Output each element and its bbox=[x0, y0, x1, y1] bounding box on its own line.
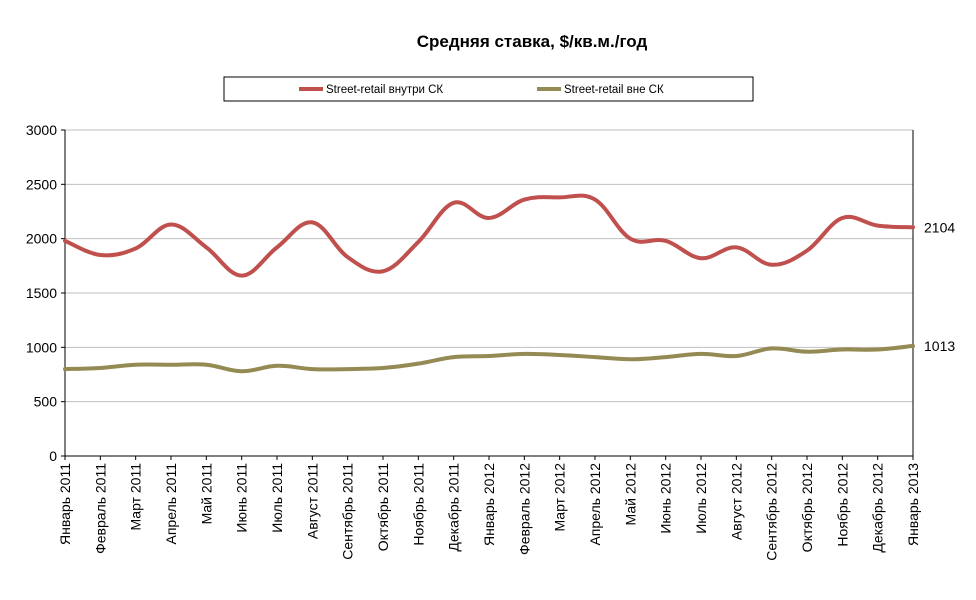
data-point bbox=[911, 225, 915, 229]
x-axis-ticks: Январь 2011 Февраль 2011 Март 2011 Апрель 2… bbox=[57, 456, 921, 561]
legend: Street-retail внутри СК Street-retail вн… bbox=[223, 76, 754, 102]
data-point bbox=[487, 216, 491, 220]
x-tick-label: Январь 2013 bbox=[905, 463, 921, 546]
x-tick-label: Сентябрь 2011 bbox=[340, 463, 356, 560]
end-label-series-1: 2104 bbox=[924, 219, 955, 235]
end-labels: 2104 1013 bbox=[924, 219, 955, 354]
data-point bbox=[275, 245, 279, 249]
legend-label-series-1: Street-retail внутри СК bbox=[326, 84, 443, 96]
data-point bbox=[770, 263, 774, 267]
data-point bbox=[240, 369, 244, 373]
data-point bbox=[134, 246, 138, 250]
y-tick-label: 1000 bbox=[26, 339, 57, 355]
x-tick-label: Декабрь 2011 bbox=[446, 463, 462, 552]
x-tick-label: Ноябрь 2012 bbox=[834, 463, 850, 547]
y-axis-ticks: 0 500 1000 1500 2000 2500 3000 bbox=[26, 122, 65, 464]
x-tick-label: Июнь 2012 bbox=[658, 463, 674, 534]
series-lines bbox=[63, 193, 915, 374]
end-label-series-2: 1013 bbox=[924, 338, 955, 354]
data-point bbox=[593, 198, 597, 202]
x-tick-label: Апрель 2012 bbox=[587, 463, 603, 546]
grid bbox=[65, 129, 913, 403]
data-point bbox=[310, 367, 314, 371]
data-point bbox=[840, 348, 844, 352]
y-tick-label: 0 bbox=[49, 448, 57, 464]
data-point bbox=[558, 195, 562, 199]
data-point bbox=[522, 198, 526, 202]
data-point bbox=[805, 249, 809, 253]
y-tick-label: 500 bbox=[34, 394, 58, 410]
x-tick-label: Май 2012 bbox=[622, 463, 638, 526]
x-tick-label: Март 2011 bbox=[128, 463, 144, 531]
x-tick-label: Февраль 2012 bbox=[516, 463, 532, 555]
x-tick-label: Июль 2011 bbox=[269, 463, 285, 533]
data-point bbox=[876, 348, 880, 352]
x-tick-label: Июль 2012 bbox=[693, 463, 709, 534]
data-point bbox=[522, 352, 526, 356]
x-tick-label: Октябрь 2011 bbox=[375, 463, 391, 551]
data-point bbox=[134, 363, 138, 367]
data-point bbox=[416, 362, 420, 366]
data-point bbox=[240, 274, 244, 278]
data-point bbox=[452, 201, 456, 205]
y-tick-label: 1500 bbox=[26, 285, 57, 301]
x-tick-label: Сентябрь 2012 bbox=[764, 463, 780, 561]
data-point bbox=[98, 366, 102, 370]
data-point bbox=[734, 354, 738, 358]
y-tick-label: 3000 bbox=[26, 122, 57, 138]
data-point bbox=[346, 255, 350, 259]
data-point bbox=[699, 256, 703, 260]
data-point bbox=[204, 363, 208, 367]
data-point bbox=[381, 269, 385, 273]
series-line-1 bbox=[63, 193, 915, 278]
data-point bbox=[805, 350, 809, 354]
x-tick-label: Август 2012 bbox=[728, 463, 744, 540]
data-point bbox=[628, 237, 632, 241]
data-point bbox=[628, 357, 632, 361]
data-point bbox=[204, 245, 208, 249]
x-tick-label: Октябрь 2012 bbox=[799, 463, 815, 553]
x-tick-label: Январь 2012 bbox=[481, 463, 497, 546]
data-point bbox=[452, 355, 456, 359]
data-point bbox=[346, 367, 350, 371]
y-tick-label: 2500 bbox=[26, 176, 57, 192]
x-tick-label: Апрель 2011 bbox=[163, 463, 179, 545]
x-tick-label: Август 2011 bbox=[304, 463, 320, 539]
data-point bbox=[98, 253, 102, 257]
data-point bbox=[487, 354, 491, 358]
x-tick-label: Ноябрь 2011 bbox=[410, 463, 426, 546]
data-point bbox=[593, 355, 597, 359]
chart-title: Средняя ставка, $/кв.м./год bbox=[417, 32, 648, 51]
x-tick-label: Декабрь 2012 bbox=[870, 463, 886, 553]
legend-label-series-2: Street-retail вне СК bbox=[564, 84, 664, 96]
x-tick-label: Февраль 2011 bbox=[92, 463, 108, 554]
x-tick-label: Июнь 2011 bbox=[234, 463, 250, 533]
data-point bbox=[840, 216, 844, 220]
data-point bbox=[416, 240, 420, 244]
x-tick-label: Январь 2011 bbox=[57, 463, 73, 545]
data-point bbox=[664, 355, 668, 359]
data-point bbox=[734, 245, 738, 249]
data-point bbox=[169, 223, 173, 227]
data-point bbox=[381, 366, 385, 370]
data-point bbox=[275, 364, 279, 368]
data-point bbox=[169, 363, 173, 367]
data-point bbox=[699, 352, 703, 356]
data-point bbox=[310, 220, 314, 224]
data-point bbox=[558, 353, 562, 357]
data-point bbox=[63, 239, 67, 243]
data-point bbox=[63, 367, 67, 371]
data-point bbox=[911, 344, 915, 348]
axes bbox=[64, 130, 914, 457]
data-point bbox=[664, 239, 668, 243]
x-tick-label: Май 2011 bbox=[198, 463, 214, 525]
data-point bbox=[876, 224, 880, 228]
series-line-2 bbox=[63, 343, 915, 374]
y-tick-label: 2000 bbox=[26, 231, 57, 247]
x-tick-label: Март 2012 bbox=[552, 463, 568, 532]
data-point bbox=[770, 346, 774, 350]
